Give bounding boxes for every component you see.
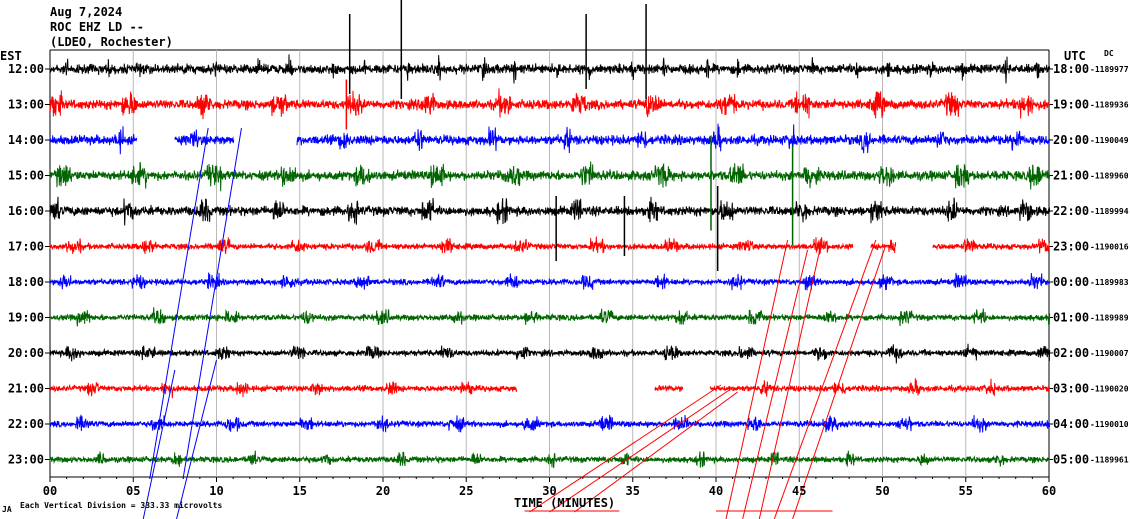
row-label-est: 22:00 [8, 417, 44, 431]
trace-row [49, 196, 1051, 226]
row-dc-offset: -1189989 [1090, 314, 1129, 323]
x-tick-label: 30 [542, 484, 556, 498]
x-tick-label: 55 [959, 484, 973, 498]
row-dc-offset: -1190016 [1090, 243, 1129, 252]
row-dc-offset: -1190049 [1090, 136, 1129, 145]
row-dc-offset: -1189960 [1090, 172, 1129, 181]
row-label-est: 15:00 [8, 169, 44, 183]
row-label-est: 21:00 [8, 382, 44, 396]
dc-label: DC [1104, 49, 1114, 58]
row-label-est: 19:00 [8, 311, 44, 325]
row-dc-offset: -1190010 [1090, 420, 1129, 429]
grid-lines [45, 49, 1053, 482]
trace-row [49, 414, 1051, 433]
x-tick-label: 20 [376, 484, 390, 498]
x-tick-label: 40 [709, 484, 723, 498]
overflow-diagonal-blue [142, 369, 176, 519]
overflow-diagonal-blue [149, 127, 209, 479]
trace-row [49, 272, 1050, 291]
row-label-utc: 18:00 [1053, 62, 1089, 76]
x-tick-label: 05 [126, 484, 140, 498]
scale-note: Each Vertical Division = 333.33 microvol… [20, 500, 222, 510]
row-label-utc: 02:00 [1053, 346, 1089, 360]
footer-mark: JA [2, 505, 12, 514]
row-label-utc: 01:00 [1053, 311, 1089, 325]
x-tick-label: 25 [459, 484, 473, 498]
row-dc-offset: -1189961 [1090, 456, 1129, 465]
row-dc-offset: -1189994 [1090, 207, 1129, 216]
row-label-est: 13:00 [8, 98, 44, 112]
header-network: (LDEO, Rochester) [50, 35, 173, 49]
x-tick-label: 00 [43, 484, 57, 498]
x-tick-label: 10 [209, 484, 223, 498]
event-spikes [142, 0, 887, 519]
overflow-diagonal-red [758, 244, 822, 519]
right-timezone-label: UTC [1064, 49, 1086, 63]
trace-row [49, 343, 1051, 364]
row-dc-offset: -1189983 [1090, 278, 1129, 287]
overflow-diagonal-red [549, 389, 730, 513]
overflow-diagonal-red [742, 249, 809, 519]
row-label-utc: 21:00 [1053, 169, 1089, 183]
trace-row [49, 54, 1051, 84]
row-dc-offset: -1189977 [1090, 65, 1129, 74]
left-timezone-label: EST [0, 49, 22, 63]
row-label-est: 20:00 [8, 346, 44, 360]
x-tick-label: 35 [626, 484, 640, 498]
x-tick-label: 15 [293, 484, 307, 498]
overflow-diagonal-red [725, 239, 789, 519]
x-tick-label: 50 [875, 484, 889, 498]
overflow-diagonal-red [792, 244, 887, 519]
row-label-est: 23:00 [8, 453, 44, 467]
overflow-diagonal-blue [176, 359, 217, 519]
x-tick-label: 45 [792, 484, 806, 498]
row-dc-offset: -1190007 [1090, 349, 1129, 358]
row-label-est: 16:00 [8, 204, 44, 218]
row-dc-offset: -1189936 [1090, 101, 1129, 110]
row-label-utc: 19:00 [1053, 98, 1089, 112]
row-label-est: 14:00 [8, 133, 44, 147]
overflow-diagonal-red [773, 239, 877, 519]
x-tick-label: 60 [1042, 484, 1056, 498]
row-label-utc: 20:00 [1053, 133, 1089, 147]
row-label-utc: 04:00 [1053, 417, 1089, 431]
trace-row [49, 236, 1051, 255]
row-label-utc: 00:00 [1053, 275, 1089, 289]
x-axis-title: TIME (MINUTES) [514, 496, 615, 510]
row-label-est: 18:00 [8, 275, 44, 289]
header-station: ROC EHZ LD -- [50, 20, 144, 34]
trace-row [49, 123, 1051, 155]
trace-row [49, 307, 1051, 327]
row-label-utc: 03:00 [1053, 382, 1089, 396]
row-label-utc: 05:00 [1053, 453, 1089, 467]
seismic-traces [49, 54, 1051, 469]
overflow-diagonal-blue [182, 127, 242, 479]
row-label-est: 17:00 [8, 240, 44, 254]
trace-row [49, 378, 1051, 399]
header-date: Aug 7,2024 [50, 5, 122, 19]
row-label-utc: 22:00 [1053, 204, 1089, 218]
trace-row [49, 161, 1051, 192]
row-dc-offset: -1190020 [1090, 385, 1129, 394]
row-label-utc: 23:00 [1053, 240, 1089, 254]
overflow-diagonal-red [574, 391, 738, 513]
overflow-diagonal-red [529, 384, 722, 513]
trace-row [49, 450, 1051, 469]
row-label-est: 12:00 [8, 62, 44, 76]
trace-row [49, 88, 1051, 120]
